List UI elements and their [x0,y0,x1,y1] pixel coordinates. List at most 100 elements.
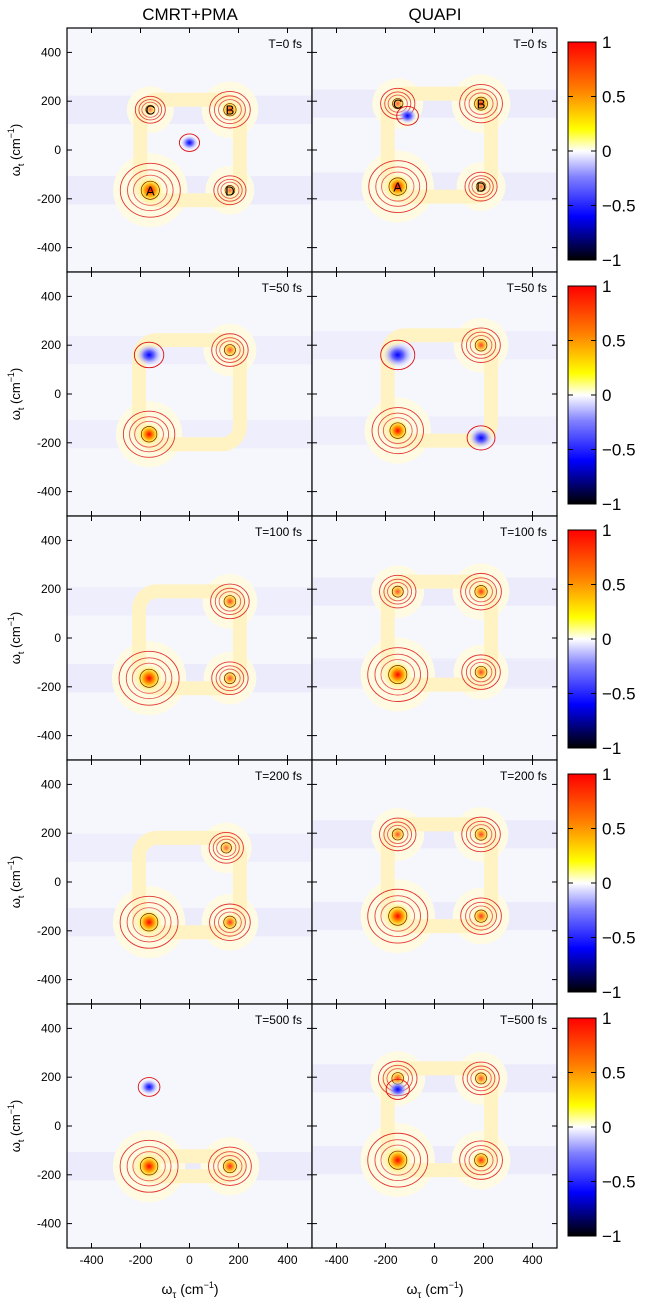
negative-peak [398,107,417,124]
x-tick-label: -400 [79,1253,103,1267]
contour-line [464,171,498,202]
colorbar-tick-label: −0.5 [602,197,636,216]
colorbar: 1 0.5 0 −0.5 −1 [567,521,636,758]
x-axis-sub: τ [172,1290,176,1301]
contour-line [220,181,240,199]
y-tick-label: 0 [54,387,61,401]
y-tick-label: 200 [41,338,61,352]
panel-background [312,760,557,1004]
contour-line [459,1140,503,1180]
peak-core [383,660,413,689]
contour-line-inner [391,585,404,598]
heatmap-panel: T=500 fs -400 -200 0 200 400 -400 -200 0 200 400 ωt… [6,1003,313,1267]
contour-line-inner [388,177,407,196]
heatmap-panel: T=500 fs -400 -200 0 200 400 [311,1003,558,1267]
peak-core [136,421,162,447]
contour-line [208,832,244,864]
contour-line-inner [392,98,404,110]
panel-title: T=500 fs [255,1013,302,1027]
y-tick-label: 0 [54,1119,61,1133]
contour-line [368,160,428,213]
x-tick-label: 0 [186,1253,193,1267]
y-axis-label-part: (cm [8,870,23,895]
x-tick-label: 400 [522,1253,542,1267]
colorbar-tick-label: 0.5 [602,1064,626,1083]
contour-line [215,337,245,363]
contour-line-inner [388,665,408,685]
panel-title: T=500 fs [500,1013,547,1027]
panel-content: A B C D [67,81,312,228]
contour-line [178,133,201,152]
panel-title: T=0 fs [513,37,547,51]
contour-line [129,416,170,453]
x-axis-exp: −1 [449,1280,459,1290]
contour-line [133,341,165,369]
contour-line [141,101,160,118]
contour-line-inner [140,426,158,443]
panel-content: A B C D [312,74,557,223]
connection-band [380,328,499,448]
contour-line [383,821,413,848]
contour-line-inner [224,344,236,356]
contour-line-inner [475,1072,487,1085]
contour-line [210,583,250,620]
y-axis-label-part: ω [8,898,23,908]
x-tick-label: 200 [228,1253,248,1267]
peak-core [471,906,491,926]
contour-line-inner [474,828,488,841]
y-axis-label-part: t [16,407,26,410]
contour-line [132,1151,166,1182]
panel-background [312,28,557,272]
contour-line [216,838,237,857]
y-tick-label: 200 [41,582,61,596]
y-axis-label: ωt (cm−1) [6,856,26,909]
panel-content [67,574,312,716]
peak-core [471,662,491,682]
panel-background [312,516,557,760]
peak-core [383,172,412,201]
colorbar-tick-label: 1 [602,521,611,540]
y-tick-label: 400 [41,533,61,547]
contour-line [374,895,422,938]
y-axis-label-part: ) [8,124,23,128]
y-axis-label-part: −1 [6,1104,16,1114]
colorbar-tick-label: 0.5 [602,88,626,107]
y-axis-label-part: t [16,163,26,166]
y-axis-label-part: t [16,1139,26,1142]
y-tick-label: 400 [41,45,61,59]
colorbar-tick-label: −1 [602,739,621,758]
contour-line-inner [145,104,156,115]
contour-line [374,653,422,696]
y-axis-label-part: ω [8,654,23,664]
colorbar: 1 0.5 0 −0.5 −1 [567,33,636,270]
contour-line [374,1139,422,1182]
connection-band [132,830,247,940]
panel-background [312,272,557,516]
y-axis-label: ωt (cm−1) [6,1100,26,1153]
contour-line [469,662,493,683]
colorbar-tick-label: 0 [602,1118,611,1137]
contour-line-inner [223,915,237,929]
panel-content [67,323,312,468]
contour-line [462,1061,500,1096]
peak-label-B: B [477,97,486,112]
colorbar-tick-label: −0.5 [602,685,636,704]
contour-line [209,903,251,941]
contour-line [460,897,502,935]
peak-core [470,1149,492,1171]
contour-line [137,1077,161,1097]
contour-line [385,1078,410,1100]
x-axis-symbol: ω [161,1281,172,1297]
y-axis-label-part: t [16,895,26,898]
contour-line [119,895,179,949]
column-title-right: QUAPI [409,5,462,24]
peak-label-D: D [225,183,234,198]
peak-core [389,825,407,844]
colorbar-tick-label: −1 [602,1227,621,1246]
peak-core [220,592,240,611]
contour-line [461,327,501,363]
connection-band [133,92,247,208]
colorbar: 1 0.5 0 −0.5 −1 [567,765,636,1002]
y-tick-label: -200 [37,924,61,938]
